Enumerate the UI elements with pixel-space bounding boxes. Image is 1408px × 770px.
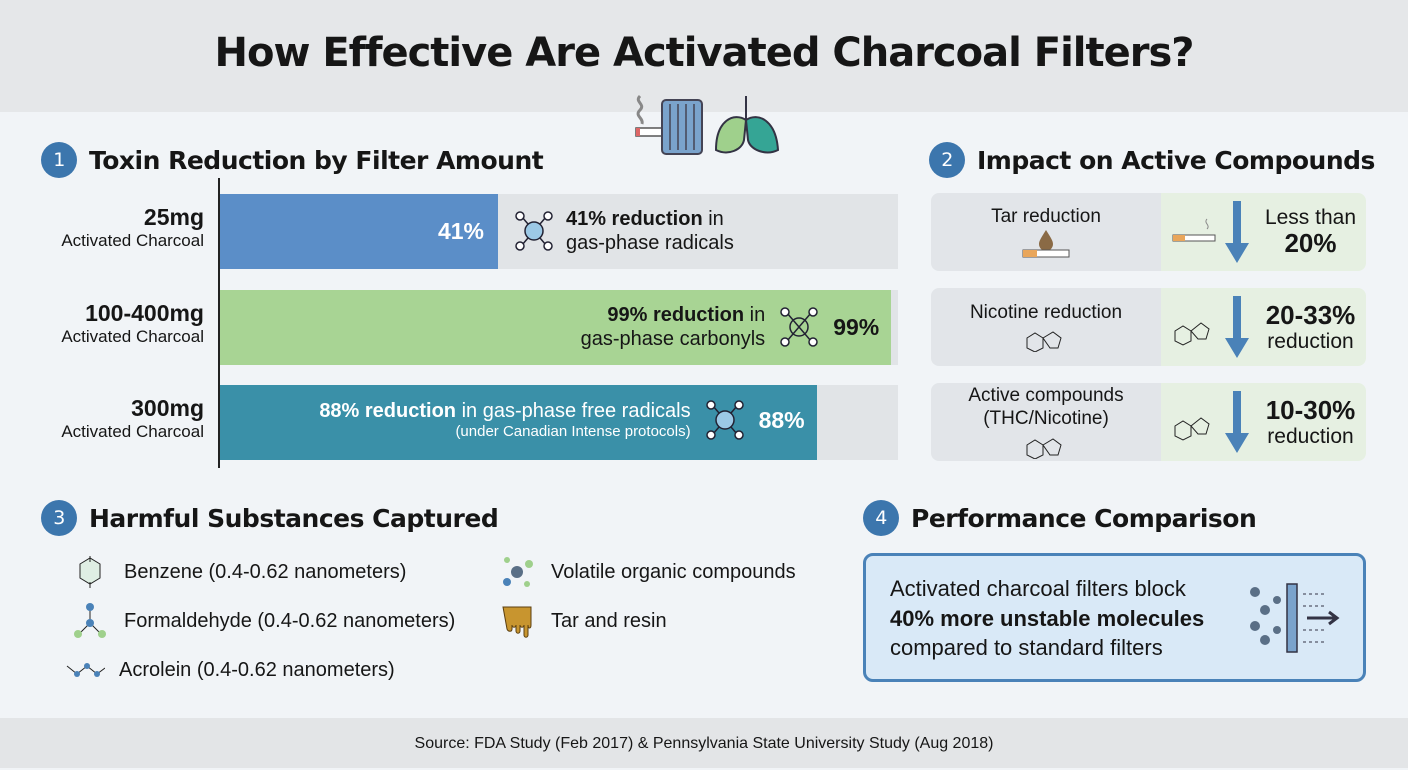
compound-label: Active compounds (THC/Nicotine) [968,385,1124,429]
substance-item: Acrolein (0.4-0.62 nanometers) [65,650,395,690]
voc-icon [503,557,533,587]
tar-drop-cigarette-icon [1022,230,1070,258]
bar-value-label: 41% [437,218,485,244]
substance-item: Benzene (0.4-0.62 nanometers) [70,552,406,592]
cigarette-icon [1172,218,1216,242]
compound-label: Tar reduction [991,205,1101,227]
filter-blocking-icon [1250,583,1340,653]
compound-card: Active compounds (THC/Nicotine) 10-30% re… [931,383,1366,461]
nicotine-molecule-icon [1026,331,1062,353]
performance-box: Activated charcoal filters block 40% mor… [863,553,1366,682]
acrolein-icon [66,663,105,677]
molecule-icon [1174,417,1210,441]
benzene-icon [79,556,101,588]
bar-annotation: 88% reduction in gas-phase free radicals… [319,400,691,440]
down-arrow-icon [1225,391,1249,453]
bar-category-label: 100-400mg Activated Charcoal [61,300,204,346]
bar-category-label: 25mg Activated Charcoal [61,204,204,250]
nicotine-molecule-icon [1026,438,1062,459]
down-arrow-icon [1225,201,1249,263]
bar-1 [220,290,892,365]
molecule-icon [1174,322,1210,346]
bar-track [220,194,898,269]
bar-0 [220,194,498,269]
formaldehyde-icon [74,603,106,638]
molecule-icon [515,211,553,251]
bar-value-label: 99% [833,313,880,340]
section-3-heading: 3 Harmful Substances Captured [41,500,499,536]
tar-resin-icon [502,606,532,638]
molecule-icon [780,307,818,347]
page-title: How Effective Are Activated Charcoal Fil… [214,30,1195,76]
bar-track [220,385,898,460]
molecule-icon [705,400,744,440]
chart-axis [218,178,220,468]
bar-annotation: 99% reduction in gas-phase carbonyls [580,304,766,350]
substance-item: Tar and resin [497,601,667,641]
cigarette-filter-lungs-icon [635,94,780,155]
section-4-heading: 4 Performance Comparison [863,500,1257,536]
section-2-heading: 2 Impact on Active Compounds [929,142,1375,178]
compound-card: Tar reduction Less than 20% [931,193,1366,271]
section-1-heading: 1 Toxin Reduction by Filter Amount [41,142,544,178]
bar-value-label: 88% [758,406,805,433]
header-band [0,0,1408,112]
substance-item: Formaldehyde (0.4-0.62 nanometers) [70,601,455,641]
compound-label: Nicotine reduction [969,301,1123,323]
substance-item: Volatile organic compounds [497,552,796,592]
down-arrow-icon [1225,296,1249,358]
bar-track [220,290,898,365]
source-footer: Source: FDA Study (Feb 2017) & Pennsylva… [0,718,1408,768]
compound-card: Nicotine reduction 20-33% reduction [931,288,1366,366]
bar-category-label: 300mg Activated Charcoal [61,395,204,441]
bar-annotation: 41% reduction in gas-phase radicals [565,208,734,254]
